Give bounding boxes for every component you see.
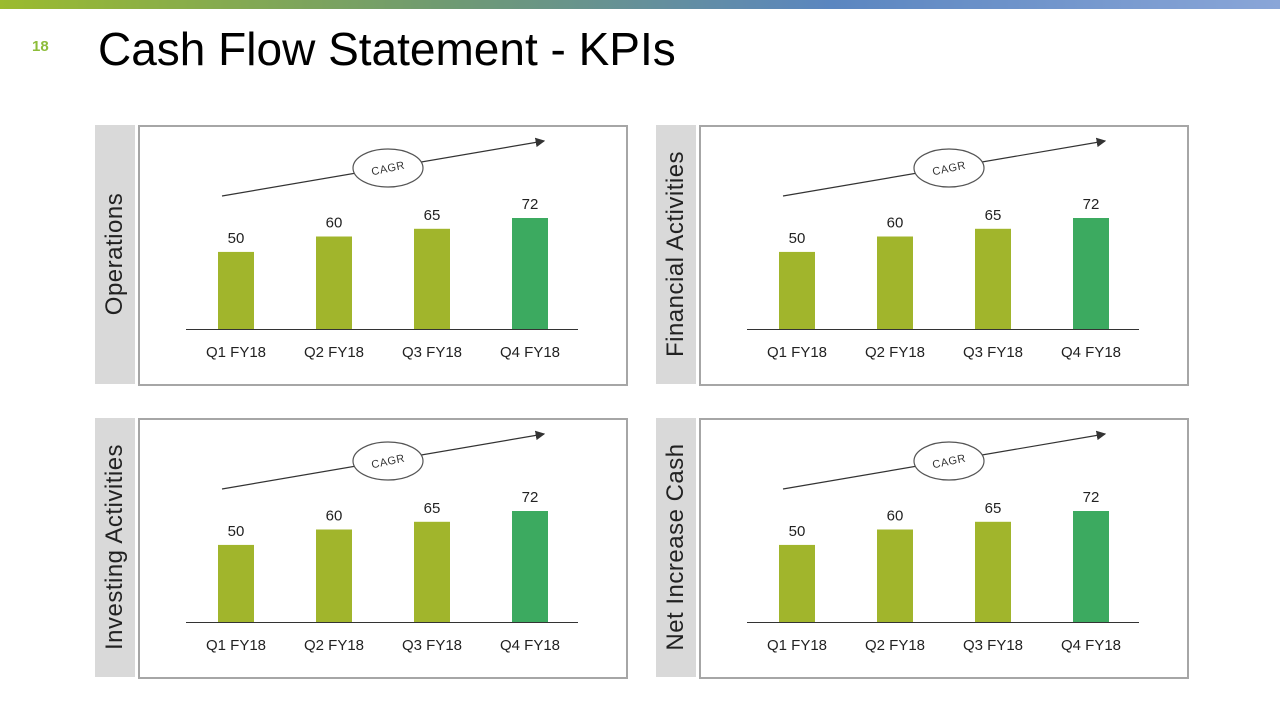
side-label: Net Increase Cash [662,443,689,651]
category-label: Q2 FY18 [304,344,364,361]
data-label: 65 [424,207,441,224]
top-gradient-bar [0,0,1280,9]
side-label-panel: Investing Activities [95,418,135,677]
chart-frame: CAGR 50 Q1 FY18 60 Q2 FY18 65 Q3 FY18 72 Q4 FY18 [699,125,1189,386]
chart-panel-investing-activities: Investing Activities CAGR 50 Q1 FY18 60 Q2 F… [95,418,628,679]
category-label: Q4 FY18 [500,344,560,361]
category-label: Q4 FY18 [1061,344,1121,361]
data-label: 65 [424,500,441,517]
bar-q1-fy18 [218,251,254,329]
data-label: 60 [326,215,343,232]
cagr-ellipse [913,148,985,188]
bar-q2-fy18 [877,529,913,622]
chart-panel-operations: Operations CAGR 50 Q1 FY18 60 Q2 FY18 65 Q3 FY… [95,125,628,386]
bar-q4-fy18 [1073,511,1109,622]
bar-q1-fy18 [779,251,815,329]
side-label: Investing Activities [101,443,128,651]
chart-frame: CAGR 50 Q1 FY18 60 Q2 FY18 65 Q3 FY18 72 Q4 FY18 [138,418,628,679]
bar-q2-fy18 [316,236,352,329]
chart-frame: CAGR 50 Q1 FY18 60 Q2 FY18 65 Q3 FY18 72 Q4 FY18 [699,418,1189,679]
category-label: Q1 FY18 [206,637,266,654]
category-label: Q2 FY18 [865,344,925,361]
side-label: Operations [101,192,128,316]
bar-q3-fy18 [975,521,1011,622]
category-label: Q3 FY18 [402,344,462,361]
cagr-ellipse [352,148,424,188]
data-label: 72 [1083,196,1100,213]
data-label: 50 [228,523,245,540]
category-label: Q4 FY18 [500,637,560,654]
category-label: Q3 FY18 [963,637,1023,654]
category-label: Q1 FY18 [206,344,266,361]
side-label-panel: Financial Activities [656,125,696,384]
data-label: 60 [887,215,904,232]
bar-q3-fy18 [414,228,450,329]
bar-q1-fy18 [779,544,815,622]
data-label: 60 [326,508,343,525]
category-label: Q2 FY18 [865,637,925,654]
data-label: 50 [789,523,806,540]
bar-q4-fy18 [512,511,548,622]
category-label: Q1 FY18 [767,637,827,654]
category-label: Q2 FY18 [304,637,364,654]
bar-q4-fy18 [512,218,548,329]
side-label-panel: Net Increase Cash [656,418,696,677]
category-label: Q3 FY18 [402,637,462,654]
bar-q3-fy18 [414,521,450,622]
category-label: Q4 FY18 [1061,637,1121,654]
data-label: 72 [522,196,539,213]
data-label: 65 [985,500,1002,517]
data-label: 50 [789,230,806,247]
bar-q3-fy18 [975,228,1011,329]
data-label: 50 [228,230,245,247]
data-label: 65 [985,207,1002,224]
chart-panel-net-increase-cash: Net Increase Cash CAGR 50 Q1 FY18 60 Q2 FY18… [656,418,1189,679]
bar-q4-fy18 [1073,218,1109,329]
bar-q2-fy18 [877,236,913,329]
category-label: Q3 FY18 [963,344,1023,361]
side-label-panel: Operations [95,125,135,384]
page-title: Cash Flow Statement - KPIs [98,23,676,75]
side-label: Financial Activities [662,150,689,358]
page-number: 18 [32,38,49,55]
data-label: 60 [887,508,904,525]
bar-q1-fy18 [218,544,254,622]
cagr-ellipse [352,441,424,481]
cagr-ellipse [913,441,985,481]
data-label: 72 [522,489,539,506]
chart-panel-financial-activities: Financial Activities CAGR 50 Q1 FY18 60 Q2 F… [656,125,1189,386]
data-label: 72 [1083,489,1100,506]
bar-q2-fy18 [316,529,352,622]
category-label: Q1 FY18 [767,344,827,361]
chart-frame: CAGR 50 Q1 FY18 60 Q2 FY18 65 Q3 FY18 72 Q4 FY18 [138,125,628,386]
